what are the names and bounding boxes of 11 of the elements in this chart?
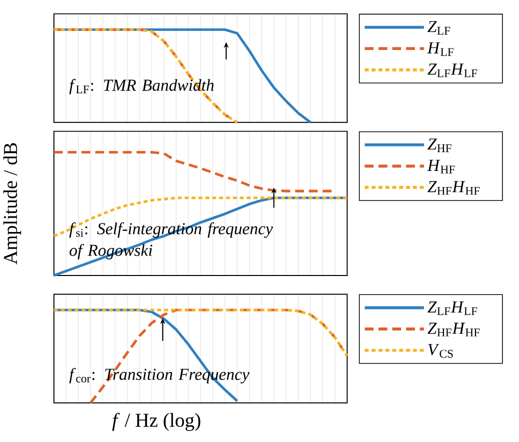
legend-label: Z$_{LF}$H$_{LF}$ — [428, 63, 478, 77]
legend-label: Z$_{HF}$H$_{HF}$ — [428, 180, 480, 194]
legend-label: Z$_{HF}$H$_{HF}$ — [428, 322, 480, 336]
legend-label: H$_{HF}$ — [427, 160, 455, 174]
legend-label: Z$_{LF}$H$_{LF}$ — [428, 301, 478, 315]
legend-label: Z$_{HF}$ — [428, 138, 452, 152]
legend-label: Z$_{LF}$ — [428, 20, 450, 34]
legend-label: V$_{CS}$ — [428, 344, 453, 358]
legend-label: H$_{LF}$ — [427, 42, 454, 56]
x-axis-title: f / Hz (log) — [112, 412, 200, 431]
y-axis-title: Amplitude / dB — [3, 142, 22, 264]
